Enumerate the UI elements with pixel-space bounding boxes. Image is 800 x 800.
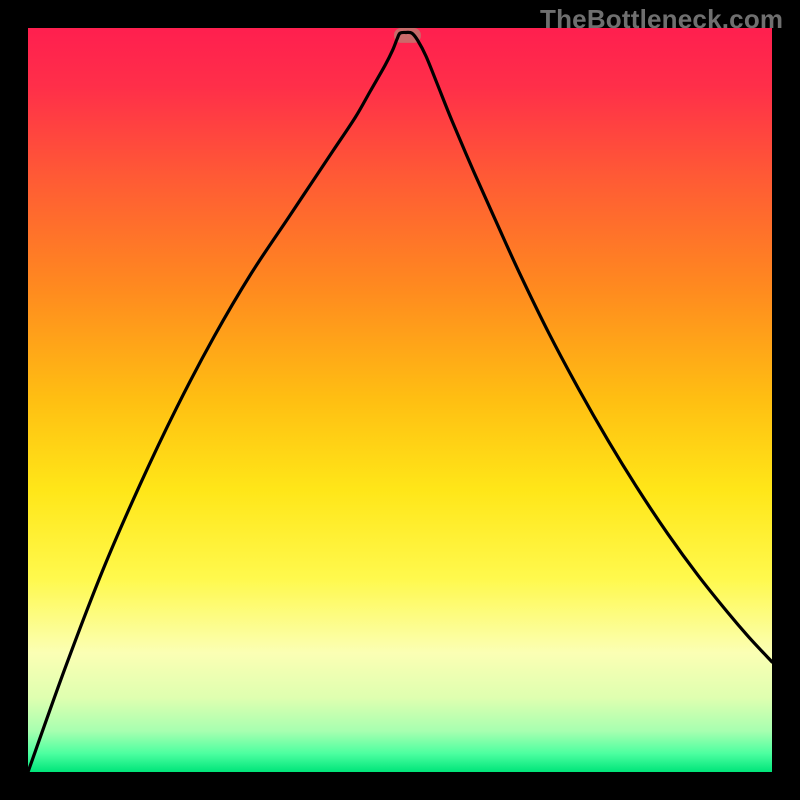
chart-frame: TheBottleneck.com (0, 0, 800, 800)
plot-background (28, 28, 772, 772)
plot-svg (28, 28, 772, 772)
plot-area (28, 28, 772, 772)
watermark-text: TheBottleneck.com (540, 4, 783, 35)
